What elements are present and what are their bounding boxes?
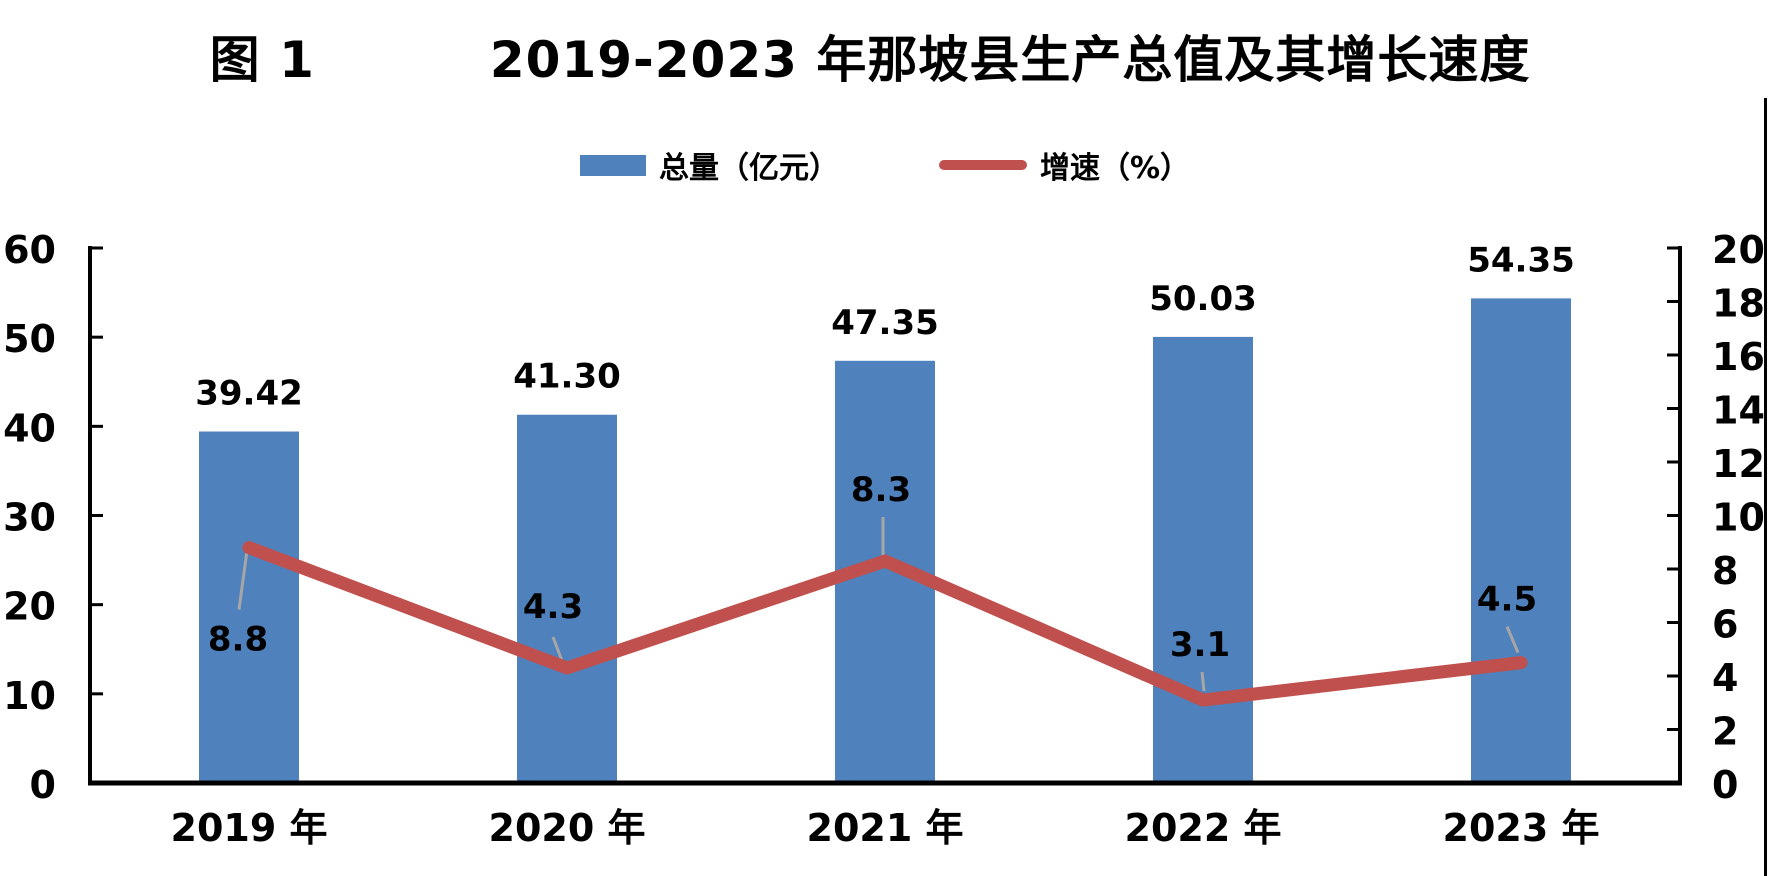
growth-rate-line xyxy=(242,541,1528,707)
line-value-label: 8.3 xyxy=(851,470,911,510)
right-axis-tick-label: 6 xyxy=(1712,603,1738,647)
left-axis-tick-label: 20 xyxy=(3,585,56,629)
legend-label-growth: 增速（%） xyxy=(1039,151,1191,186)
right-axis-tick-label: 14 xyxy=(1712,389,1765,433)
line-series-swatch-icon xyxy=(938,160,1027,170)
label-leader-line xyxy=(1505,626,1520,654)
right-axis-tick-label: 18 xyxy=(1712,282,1765,326)
x-axis-category-label: 2022 年 xyxy=(1125,806,1282,850)
gdp-bar-2019年 xyxy=(199,431,299,783)
bar-value-label: 41.30 xyxy=(513,357,621,397)
right-axis-tick-label: 8 xyxy=(1712,549,1738,593)
x-axis-category-label: 2021 年 xyxy=(807,806,964,850)
line-value-label: 8.8 xyxy=(208,620,268,660)
chart-title-text: 2019-2023 年那坡县生产总值及其增长速度 xyxy=(489,31,1531,89)
bar-series-swatch-icon xyxy=(579,154,646,176)
x-axis-category-label: 2020 年 xyxy=(489,806,646,850)
gdp-bar-2023年 xyxy=(1471,298,1571,783)
bar-value-label: 39.42 xyxy=(195,374,303,414)
legend-item-growth: 增速（%） xyxy=(938,143,1191,187)
gdp-bar-2020年 xyxy=(517,414,617,783)
chart-legend: 总量（亿元） 增速（%） xyxy=(0,143,1770,187)
chart-title: 图 1 2019-2023 年那坡县生产总值及其增长速度 xyxy=(0,20,1740,92)
bar-value-label: 54.35 xyxy=(1467,240,1575,280)
gdp-bar-2022年 xyxy=(1153,336,1253,783)
legend-item-total: 总量（亿元） xyxy=(579,143,839,187)
line-value-label: 4.3 xyxy=(523,587,583,627)
x-axis-category-label: 2019 年 xyxy=(171,806,328,850)
left-axis-tick-label: 40 xyxy=(3,406,56,450)
right-axis-tick-label: 10 xyxy=(1712,496,1765,540)
left-axis-tick-label: 0 xyxy=(30,763,56,807)
right-axis-tick-label: 12 xyxy=(1712,442,1765,486)
left-axis-tick-label: 50 xyxy=(3,317,56,361)
bar-value-label: 50.03 xyxy=(1149,279,1257,319)
page-border-right xyxy=(1764,98,1767,876)
figure-number-label: 图 1 xyxy=(209,31,315,89)
right-axis-tick-label: 2 xyxy=(1712,710,1738,754)
right-axis-tick-label: 0 xyxy=(1712,763,1738,807)
x-axis-category-label: 2023 年 xyxy=(1443,806,1600,850)
left-axis-tick-label: 60 xyxy=(3,228,56,272)
label-leader-line xyxy=(1200,671,1206,692)
line-value-label: 3.1 xyxy=(1170,625,1230,665)
left-axis-tick-label: 10 xyxy=(3,674,56,718)
left-axis-tick-label: 30 xyxy=(3,496,56,540)
label-leader-line xyxy=(237,550,249,610)
line-value-label: 4.5 xyxy=(1477,580,1537,620)
bar-value-label: 47.35 xyxy=(831,303,939,343)
right-axis-tick-label: 20 xyxy=(1712,228,1765,272)
right-axis-tick-label: 4 xyxy=(1712,656,1738,700)
legend-label-total: 总量（亿元） xyxy=(658,151,839,186)
right-axis-tick-label: 16 xyxy=(1712,335,1765,379)
